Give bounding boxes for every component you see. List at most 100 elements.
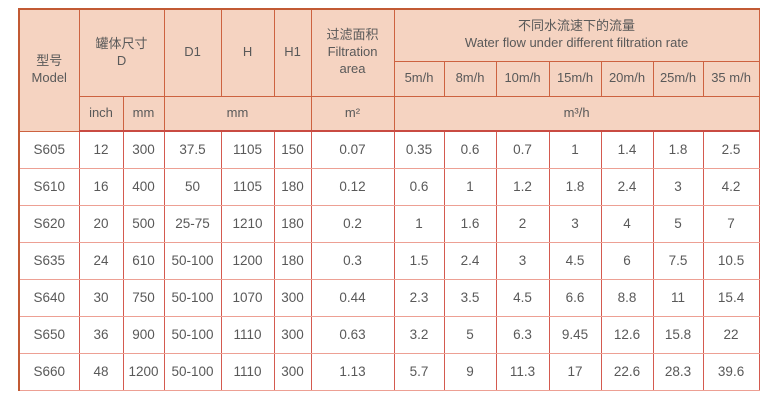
cell-model: S610	[18, 167, 80, 206]
cell-flow-15: 4.5	[548, 241, 602, 280]
col-header-flow-rate-15: 15m/h	[548, 60, 602, 97]
spec-table: 型号 Model 罐体尺寸 D D1 H H1 过滤面积 Filtration …	[18, 8, 760, 391]
cell-flow-5: 2.3	[393, 278, 445, 317]
cell-d-mm: 400	[122, 167, 165, 206]
cell-d-inch: 30	[78, 278, 124, 317]
table-header: 型号 Model 罐体尺寸 D D1 H H1 过滤面积 Filtration …	[18, 8, 760, 132]
cell-flow-35: 7	[702, 204, 760, 243]
col-header-d1: D1	[163, 8, 222, 97]
cell-h: 1210	[220, 204, 275, 243]
cell-model: S640	[18, 278, 80, 317]
cell-flow-20: 1.4	[600, 130, 654, 169]
table-row: S620 20 500 25-75 1210 180 0.2 1 1.6 2 3 4 5 7	[18, 204, 760, 243]
cell-d-inch: 12	[78, 130, 124, 169]
col-header-h: H	[220, 8, 275, 97]
table-row: S650 36 900 50-100 1110 300 0.63 3.2 5 6.3 9.45 12.…	[18, 315, 760, 354]
cell-flow-25: 5	[652, 204, 704, 243]
cell-h: 1200	[220, 241, 275, 280]
cell-flow-35: 22	[702, 315, 760, 354]
cell-d-inch: 36	[78, 315, 124, 354]
cell-flow-20: 12.6	[600, 315, 654, 354]
cell-flow-5: 3.2	[393, 315, 445, 354]
cell-flow-8: 1	[443, 167, 497, 206]
col-header-flow-rate-35: 35 m/h	[702, 60, 760, 97]
col-header-flow-title: 不同水流速下的流量 Water flow under different fil…	[393, 8, 760, 62]
cell-d1: 50-100	[163, 352, 222, 391]
cell-flow-8: 2.4	[443, 241, 497, 280]
cell-filtration-area: 0.07	[310, 130, 395, 169]
header-row-2: 5m/h 8m/h 10m/h 15m/h 20m/h 25m/h 35 m/h	[19, 60, 760, 97]
cell-flow-25: 3	[652, 167, 704, 206]
cell-flow-8: 0.6	[443, 130, 497, 169]
col-header-filtration-area: 过滤面积 Filtration area	[310, 8, 395, 97]
cell-flow-35: 15.4	[702, 278, 760, 317]
cell-filtration-area: 0.44	[310, 278, 395, 317]
cell-h1: 150	[273, 130, 312, 169]
table-row: S610 16 400 50 1105 180 0.12 0.6 1 1.2 1.8 2.4 3 4.2	[18, 167, 760, 206]
cell-h1: 180	[273, 204, 312, 243]
cell-filtration-area: 0.2	[310, 204, 395, 243]
cell-h: 1110	[220, 315, 275, 354]
cell-d-inch: 20	[78, 204, 124, 243]
cell-filtration-area: 0.63	[310, 315, 395, 354]
col-header-tank-size: 罐体尺寸 D	[78, 8, 165, 97]
table-row: S605 12 300 37.5 1105 150 0.07 0.35 0.6 0.7 1 1.4 1.…	[18, 130, 760, 169]
cell-flow-20: 22.6	[600, 352, 654, 391]
unit-mm-d: mm	[122, 95, 165, 132]
cell-flow-35: 39.6	[702, 352, 760, 391]
cell-d1: 37.5	[163, 130, 222, 169]
unit-flow: m³/h	[393, 95, 760, 132]
cell-flow-25: 11	[652, 278, 704, 317]
cell-flow-8: 3.5	[443, 278, 497, 317]
cell-d-mm: 300	[122, 130, 165, 169]
cell-d1: 25-75	[163, 204, 222, 243]
table-row: S640 30 750 50-100 1070 300 0.44 2.3 3.5 4.5 6.6 8.…	[18, 278, 760, 317]
cell-model: S620	[18, 204, 80, 243]
cell-flow-25: 1.8	[652, 130, 704, 169]
cell-flow-20: 4	[600, 204, 654, 243]
col-header-flow-rate-10: 10m/h	[495, 60, 550, 97]
cell-h: 1105	[220, 167, 275, 206]
cell-d-mm: 750	[122, 278, 165, 317]
cell-flow-5: 1	[393, 204, 445, 243]
col-header-flow-rate-5: 5m/h	[393, 60, 445, 97]
table-row: S635 24 610 50-100 1200 180 0.3 1.5 2.4 3 4.5 6 7.5 1…	[18, 241, 760, 280]
cell-flow-20: 6	[600, 241, 654, 280]
cell-flow-15: 1.8	[548, 167, 602, 206]
cell-h: 1110	[220, 352, 275, 391]
cell-flow-15: 6.6	[548, 278, 602, 317]
col-header-model: 型号 Model	[18, 8, 80, 132]
cell-d1: 50-100	[163, 315, 222, 354]
col-header-flow-rate-20: 20m/h	[600, 60, 654, 97]
cell-h1: 180	[273, 167, 312, 206]
cell-flow-8: 1.6	[443, 204, 497, 243]
cell-flow-35: 2.5	[702, 130, 760, 169]
cell-flow-5: 0.35	[393, 130, 445, 169]
cell-h1: 300	[273, 278, 312, 317]
cell-flow-25: 15.8	[652, 315, 704, 354]
col-header-flow-rate-8: 8m/h	[443, 60, 497, 97]
cell-d-mm: 1200	[122, 352, 165, 391]
cell-d-inch: 16	[78, 167, 124, 206]
cell-d-mm: 610	[122, 241, 165, 280]
cell-d1: 50	[163, 167, 222, 206]
cell-flow-15: 1	[548, 130, 602, 169]
header-row-units: inch mm mm m² m³/h	[19, 95, 760, 132]
cell-flow-10: 11.3	[495, 352, 550, 391]
cell-d-inch: 24	[78, 241, 124, 280]
cell-h: 1070	[220, 278, 275, 317]
cell-model: S650	[18, 315, 80, 354]
cell-flow-5: 0.6	[393, 167, 445, 206]
cell-flow-25: 7.5	[652, 241, 704, 280]
cell-model: S605	[18, 130, 80, 169]
cell-h: 1105	[220, 130, 275, 169]
cell-model: S660	[18, 352, 80, 391]
cell-d1: 50-100	[163, 241, 222, 280]
cell-filtration-area: 0.3	[310, 241, 395, 280]
unit-inch: inch	[78, 95, 124, 132]
cell-flow-35: 10.5	[702, 241, 760, 280]
cell-filtration-area: 0.12	[310, 167, 395, 206]
header-row-1: 型号 Model 罐体尺寸 D D1 H H1 过滤面积 Filtration …	[18, 8, 760, 132]
cell-flow-20: 2.4	[600, 167, 654, 206]
cell-flow-10: 1.2	[495, 167, 550, 206]
